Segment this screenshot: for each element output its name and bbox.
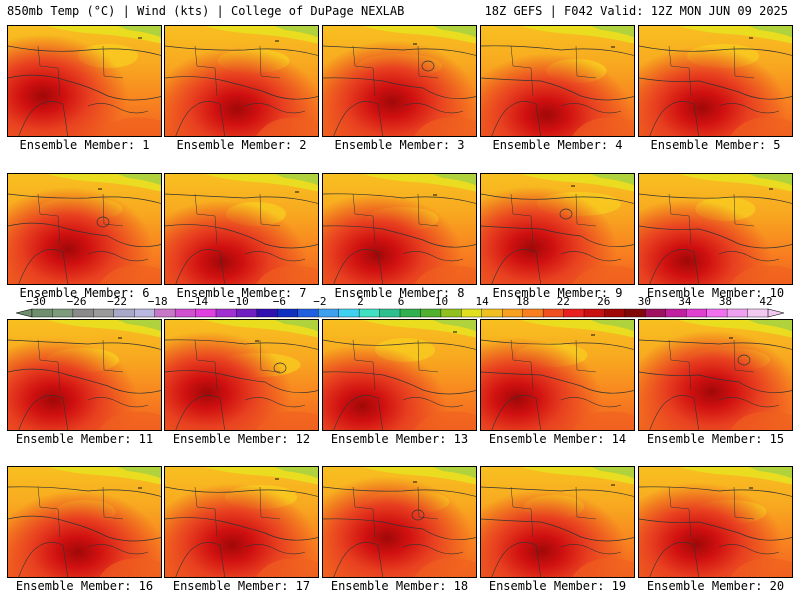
- ensemble-map-panel: [638, 25, 793, 137]
- colorbar-tick-label: 22: [556, 295, 570, 308]
- ensemble-member-label: Ensemble Member: 16: [15, 579, 154, 593]
- model-run-info: 18Z GEFS | F042 Valid: 12Z MON JUN 09 20…: [484, 4, 788, 18]
- ensemble-map-panel: [164, 173, 319, 285]
- ensemble-map-panel: [638, 319, 793, 431]
- temperature-field-map: [8, 174, 161, 284]
- ensemble-member-label: Ensemble Member: 15: [646, 432, 785, 446]
- ensemble-member-label: Ensemble Member: 13: [330, 432, 469, 446]
- colorbar-tick-label: −10: [228, 295, 249, 308]
- ensemble-member-label: Ensemble Member: 14: [488, 432, 627, 446]
- ensemble-member-label: Ensemble Member: 1: [19, 138, 150, 152]
- temperature-field-map: [8, 26, 161, 136]
- ensemble-member-label: Ensemble Member: 19: [488, 579, 627, 593]
- ensemble-member-label: Ensemble Member: 9: [492, 286, 623, 300]
- ensemble-member-label: Ensemble Member: 20: [646, 579, 785, 593]
- ensemble-map-panel: [7, 25, 162, 137]
- ensemble-member-label: Ensemble Member: 7: [176, 286, 307, 300]
- temperature-field-map: [481, 174, 634, 284]
- colorbar-tick-label: 38: [718, 295, 733, 308]
- temperature-colorbar: −30 −26 −22 −18 −14 −10 −6 −2 2 6 10 14 18 22 26 30 34 38…: [0, 296, 800, 322]
- ensemble-map-panel: [322, 25, 477, 137]
- colorbar-tick-label: −18: [147, 295, 168, 308]
- temperature-field-map: [639, 320, 792, 430]
- temperature-field-map: [165, 320, 318, 430]
- colorbar-tick-label: −22: [107, 295, 128, 308]
- temperature-field-map: [165, 26, 318, 136]
- ensemble-map-panel: [7, 319, 162, 431]
- ensemble-map-panel: [7, 173, 162, 285]
- ensemble-map-panel: [322, 466, 477, 578]
- colorbar-scale: [15, 308, 785, 318]
- temperature-field-map: [481, 467, 634, 577]
- temperature-field-map: [323, 320, 476, 430]
- ensemble-member-label: Ensemble Member: 4: [492, 138, 623, 152]
- ensemble-member-label: Ensemble Member: 8: [334, 286, 465, 300]
- colorbar-tick-label: −14: [188, 295, 209, 308]
- colorbar-tick-label: −30: [26, 295, 46, 308]
- temperature-field-map: [481, 320, 634, 430]
- colorbar-tick-label: 18: [516, 295, 530, 308]
- ensemble-member-label: Ensemble Member: 6: [19, 286, 150, 300]
- colorbar-tick-label: −6: [272, 295, 286, 308]
- temperature-field-map: [8, 320, 161, 430]
- ensemble-member-label: Ensemble Member: 17: [172, 579, 311, 593]
- colorbar-tick-label: −2: [313, 295, 327, 308]
- ensemble-member-label: Ensemble Member: 5: [650, 138, 781, 152]
- map-title: 850mb Temp (°C) | Wind (kts) | College o…: [7, 4, 405, 18]
- ensemble-map-panel: [480, 466, 635, 578]
- colorbar-tick-label: 10: [434, 295, 449, 308]
- temperature-field-map: [639, 467, 792, 577]
- ensemble-member-label: Ensemble Member: 18: [330, 579, 469, 593]
- ensemble-map-panel: [322, 319, 477, 431]
- colorbar-tick-label: 2: [357, 295, 364, 308]
- colorbar-tick-label: −26: [66, 295, 87, 308]
- ensemble-member-label: Ensemble Member: 3: [334, 138, 465, 152]
- colorbar-tick-label: 30: [637, 295, 651, 308]
- colorbar-tick-label: 42: [759, 295, 773, 308]
- temperature-field-map: [639, 26, 792, 136]
- ensemble-map-panel: [638, 466, 793, 578]
- temperature-field-map: [323, 26, 476, 136]
- ensemble-map-panel: [322, 173, 477, 285]
- ensemble-map-panel: [480, 25, 635, 137]
- ensemble-map-panel: [7, 466, 162, 578]
- temperature-field-map: [165, 174, 318, 284]
- ensemble-member-label: Ensemble Member: 10: [646, 286, 785, 300]
- ensemble-map-panel: [480, 319, 635, 431]
- colorbar-tick-label: 26: [597, 295, 611, 308]
- temperature-field-map: [639, 174, 792, 284]
- ensemble-map-panel: [638, 173, 793, 285]
- ensemble-map-panel: [164, 466, 319, 578]
- ensemble-member-label: Ensemble Member: 12: [172, 432, 311, 446]
- ensemble-map-panel: [164, 25, 319, 137]
- colorbar-tick-label: 14: [475, 295, 489, 308]
- temperature-field-map: [8, 467, 161, 577]
- ensemble-map-panel: [480, 173, 635, 285]
- colorbar-tick-label: 6: [397, 295, 405, 308]
- temperature-field-map: [165, 467, 318, 577]
- ensemble-map-panel: [164, 319, 319, 431]
- ensemble-member-label: Ensemble Member: 11: [15, 432, 154, 446]
- temperature-field-map: [481, 26, 634, 136]
- colorbar-tick-label: 34: [678, 295, 692, 308]
- temperature-field-map: [323, 467, 476, 577]
- temperature-field-map: [323, 174, 476, 284]
- ensemble-member-label: Ensemble Member: 2: [176, 138, 307, 152]
